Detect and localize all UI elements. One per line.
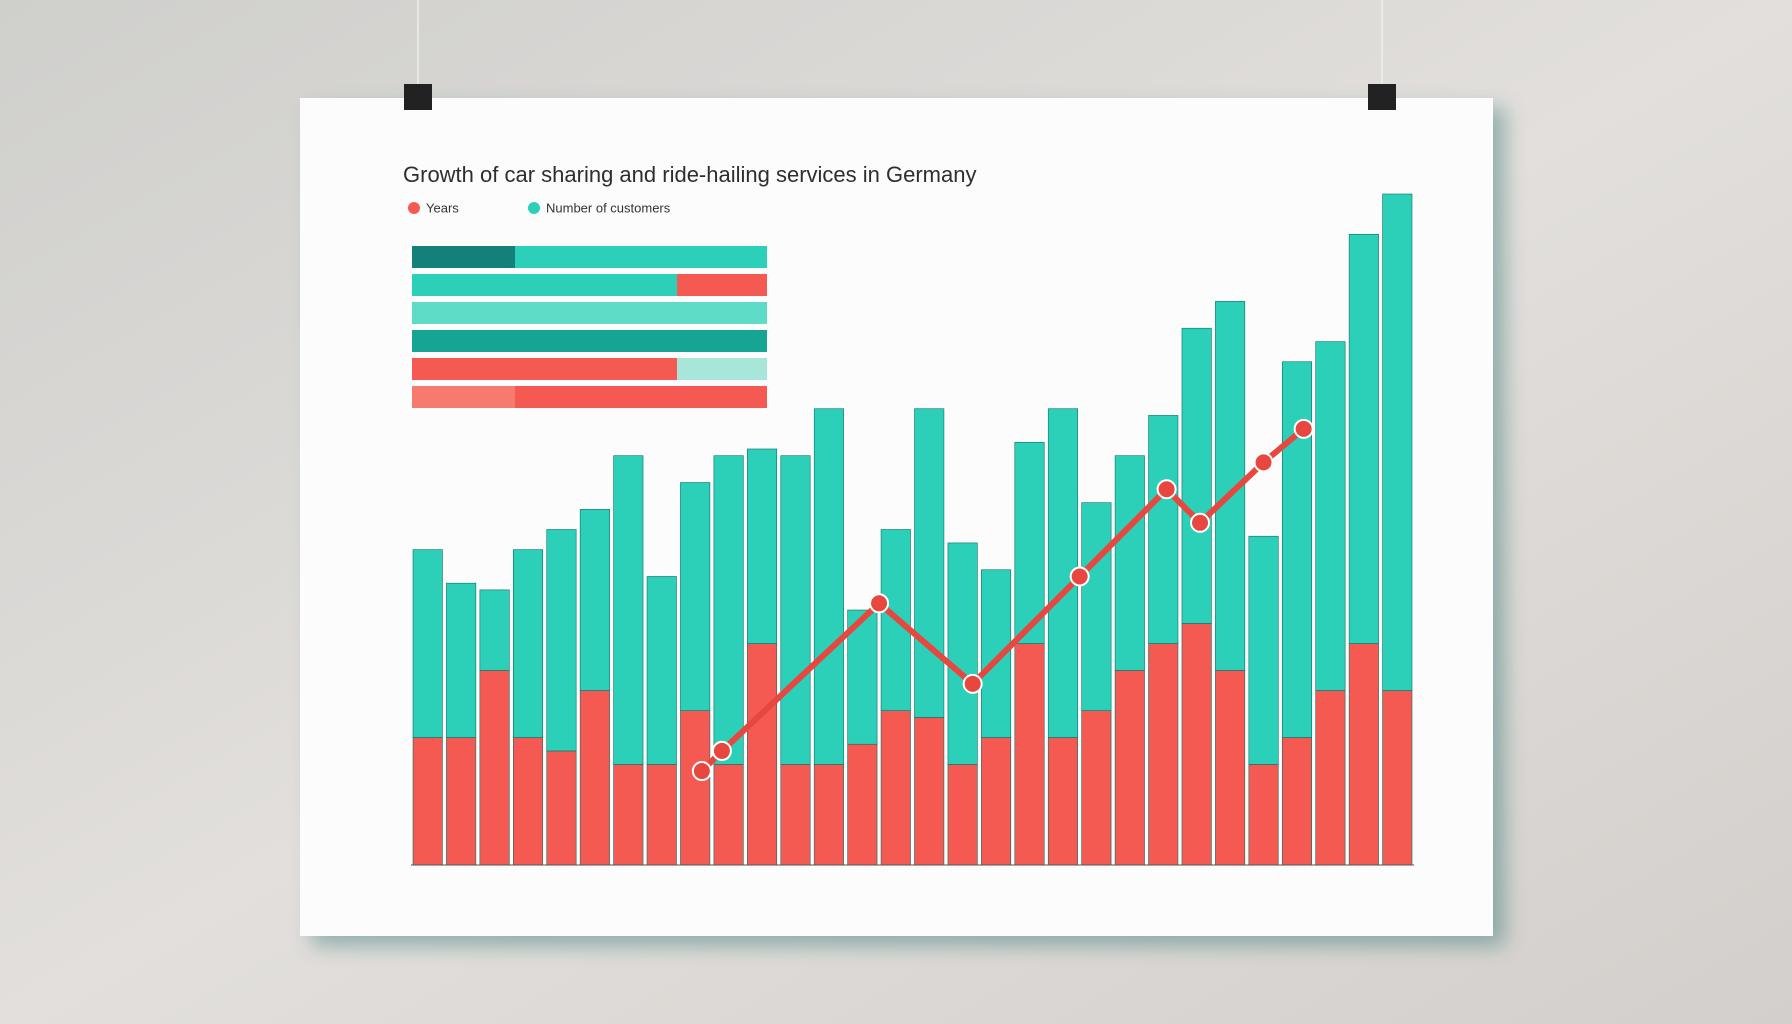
bar-segment: [479, 589, 510, 671]
bar-segment: [1281, 737, 1313, 866]
bar-segment: [646, 576, 677, 765]
bar-segment: [412, 737, 443, 866]
bar-segment: [1348, 643, 1379, 866]
bar-segment: [947, 764, 978, 866]
bar-segment: [546, 529, 577, 752]
bar-segment: [1315, 341, 1346, 691]
table-row: [677, 274, 767, 296]
bar-segment: [1248, 535, 1279, 765]
bar-segment: [1014, 441, 1045, 644]
trend-point: [1190, 512, 1211, 533]
plot: Years Number of customers: [408, 193, 1414, 866]
bar-segment: [813, 764, 844, 866]
bar-segment: [1248, 764, 1279, 866]
trend-point: [691, 761, 712, 782]
bar-segment: [1047, 737, 1078, 866]
bar-segment: [546, 750, 577, 866]
bar-segment: [412, 549, 443, 738]
bar-segment: [713, 764, 744, 866]
clip: [404, 84, 432, 110]
trend-point: [1069, 566, 1090, 587]
table-row: [412, 386, 515, 408]
bar-segment: [780, 455, 811, 765]
bar-segment: [1215, 670, 1246, 866]
trend-point: [711, 740, 732, 761]
bar-segment: [579, 509, 610, 691]
trend-point: [962, 673, 983, 694]
bar-segment: [646, 764, 677, 866]
bar-segment: [780, 764, 811, 866]
bar-segment: [847, 609, 878, 745]
bar-segment: [1348, 233, 1379, 644]
bar-segment: [680, 482, 711, 711]
table-row: [412, 302, 767, 324]
bar-segment: [512, 549, 544, 738]
bar-segment: [613, 455, 644, 765]
bar-segment: [947, 542, 978, 765]
trend-point: [869, 593, 890, 614]
bar-segment: [813, 408, 844, 765]
bar-segment: [981, 737, 1012, 866]
bar-segment: [914, 717, 945, 866]
bar-segment: [880, 710, 911, 866]
bar-segment: [1382, 193, 1413, 691]
trend-point: [1253, 452, 1274, 473]
trend-point: [1156, 479, 1177, 500]
bar-segment: [1081, 502, 1112, 711]
legend-label: Years: [426, 200, 459, 215]
bar-segment: [446, 582, 477, 738]
bar-segment: [680, 710, 711, 866]
bar-segment: [1114, 455, 1145, 671]
bar-segment: [747, 448, 778, 644]
bar-segment: [1148, 415, 1179, 644]
bar-segment: [512, 737, 544, 866]
clip: [1368, 84, 1396, 110]
bar-segment: [847, 743, 878, 866]
bar-segment: [446, 737, 477, 866]
legend-label: Number of customers: [546, 200, 671, 215]
table-row: [677, 358, 767, 380]
bar-segment: [1382, 690, 1413, 866]
bar-segment: [914, 408, 945, 718]
decor-table: [412, 246, 767, 408]
chart-title: Growth of car sharing and ride-hailing s…: [403, 162, 976, 187]
bar-segment: [1281, 361, 1313, 738]
trend-point: [1293, 418, 1314, 439]
bar-segment: [1181, 623, 1212, 866]
bar-segment: [747, 643, 778, 866]
table-row: [412, 330, 767, 352]
legend-swatch: [408, 202, 420, 214]
bar-segment: [579, 690, 610, 866]
bar-segment: [1114, 670, 1145, 866]
bar-segment: [1148, 643, 1179, 866]
bar-segment: [1047, 408, 1078, 738]
legend-swatch: [528, 202, 540, 214]
bar-segment: [713, 455, 744, 765]
bar-segment: [1181, 327, 1212, 624]
table-row: [412, 246, 515, 268]
bar-segment: [479, 670, 510, 866]
bar-segment: [1315, 690, 1346, 866]
bar-segment: [1081, 710, 1112, 866]
bar-segment: [1014, 643, 1045, 866]
bar-segment: [613, 764, 644, 866]
